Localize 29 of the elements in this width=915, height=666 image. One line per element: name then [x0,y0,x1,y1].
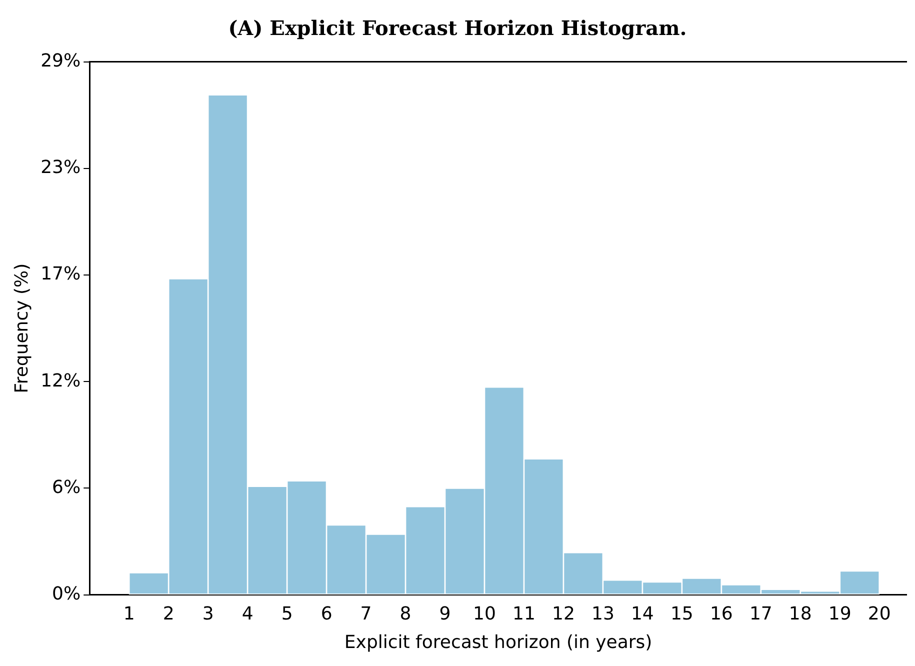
x-tick-label: 12 [552,603,575,624]
x-tick-label: 4 [242,603,254,624]
x-tick-label: 13 [591,603,614,624]
x-axis-title: Explicit forecast horizon (in years) [344,632,652,653]
x-tick-label: 5 [281,603,293,624]
y-tick-label: 12% [40,370,81,392]
x-tick-label: 18 [788,603,812,624]
x-tick-label: 19 [828,603,852,624]
x-tick-label: 6 [320,603,332,624]
x-tick-label: 8 [400,603,412,624]
x-tick-label: 2 [162,603,174,624]
x-tick-label: 9 [439,603,451,624]
x-tick-label: 1 [123,603,135,624]
x-tick-label: 17 [749,603,772,624]
y-tick-label: 17% [40,264,81,285]
x-tick-label: 10 [473,603,496,624]
x-tick-label: 20 [868,603,891,624]
x-tick-label: 11 [512,603,536,624]
x-tick-label: 7 [360,603,372,624]
y-tick-label: 0% [52,583,81,604]
chart-title: (A) Explicit Forecast Horizon Histogram. [227,15,688,42]
y-tick-label: 29% [40,50,81,72]
y-axis-title: Frequency (%) [11,263,32,394]
x-tick-label: 14 [630,603,654,624]
x-tick-label: 16 [710,603,733,624]
x-tick-label: 15 [670,603,694,624]
x-tick-label: 3 [202,603,214,624]
y-tick-label: 6% [52,476,81,498]
y-tick-label: 23% [40,157,81,178]
